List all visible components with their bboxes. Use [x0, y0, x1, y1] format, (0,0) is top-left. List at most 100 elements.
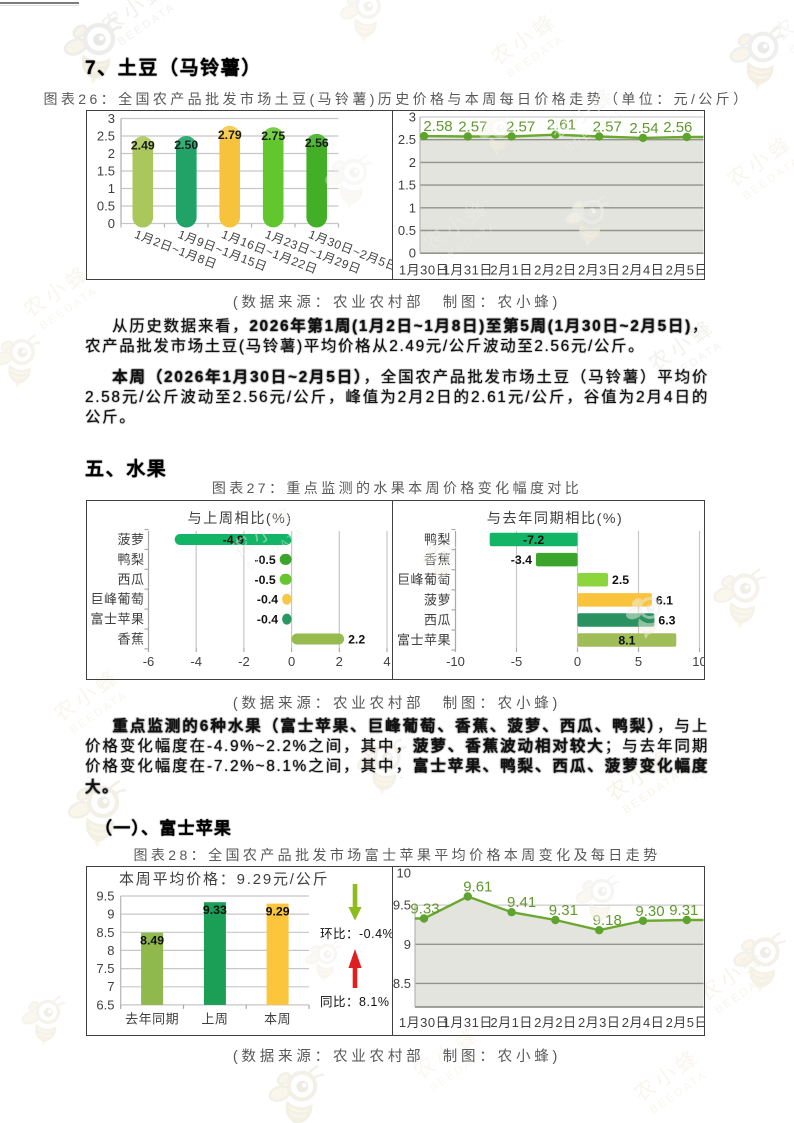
svg-text:2.5: 2.5: [97, 129, 115, 144]
svg-text:1: 1: [108, 181, 115, 196]
svg-text:2月3日: 2月3日: [578, 1015, 620, 1030]
svg-text:2月1日: 2月1日: [490, 263, 532, 278]
svg-text:6.1: 6.1: [656, 593, 673, 607]
svg-text:巨峰葡萄: 巨峰葡萄: [90, 592, 144, 607]
svg-text:2.79: 2.79: [218, 128, 242, 142]
svg-text:1.5: 1.5: [398, 178, 416, 193]
svg-text:0: 0: [574, 654, 581, 669]
svg-text:本周平均价格：9.29元/公斤: 本周平均价格：9.29元/公斤: [119, 871, 329, 888]
svg-text:2月1日: 2月1日: [490, 1015, 532, 1030]
svg-text:2.2: 2.2: [348, 633, 365, 647]
svg-text:环比：-0.4%: 环比：-0.4%: [320, 927, 392, 941]
svg-text:-3.4: -3.4: [511, 553, 532, 567]
svg-text:-0.4: -0.4: [257, 613, 278, 627]
svg-text:1月30日: 1月30日: [399, 1015, 449, 1030]
svg-text:0: 0: [108, 216, 115, 231]
svg-text:2.50: 2.50: [174, 138, 198, 152]
svg-text:2月5日: 2月5日: [666, 1015, 705, 1030]
svg-text:9.33: 9.33: [410, 901, 439, 918]
svg-text:2月5日: 2月5日: [666, 263, 705, 278]
svg-text:9: 9: [107, 907, 114, 922]
svg-text:9.41: 9.41: [507, 894, 536, 911]
svg-text:2.57: 2.57: [506, 119, 535, 136]
svg-text:本周: 本周: [264, 1012, 291, 1027]
svg-text:3: 3: [108, 111, 115, 126]
svg-text:1: 1: [409, 200, 416, 215]
svg-text:2月2日: 2月2日: [534, 263, 576, 278]
svg-text:8.5: 8.5: [393, 976, 411, 991]
svg-text:9.31: 9.31: [549, 902, 578, 919]
svg-text:2.75: 2.75: [261, 129, 285, 143]
svg-text:同比：8.1%: 同比：8.1%: [320, 995, 390, 1009]
svg-text:菠萝: 菠萝: [117, 532, 144, 547]
svg-text:-2: -2: [238, 654, 250, 669]
svg-text:1月31日: 1月31日: [443, 263, 493, 278]
svg-text:2.5: 2.5: [612, 573, 629, 587]
svg-text:9: 9: [404, 937, 411, 952]
svg-text:西瓜: 西瓜: [424, 612, 451, 627]
svg-text:巨峰葡萄: 巨峰葡萄: [397, 572, 451, 587]
svg-text:0.5: 0.5: [97, 199, 115, 214]
svg-text:7.5: 7.5: [96, 961, 114, 976]
svg-text:6.3: 6.3: [658, 613, 675, 627]
svg-text:2月3日: 2月3日: [578, 263, 620, 278]
svg-text:1.5: 1.5: [97, 164, 115, 179]
svg-text:-10: -10: [446, 654, 465, 669]
svg-text:香蕉: 香蕉: [424, 552, 451, 567]
svg-text:8.1: 8.1: [618, 634, 635, 648]
svg-text:上周: 上周: [201, 1012, 228, 1027]
svg-text:-0.4: -0.4: [257, 593, 278, 607]
svg-text:10: 10: [397, 866, 411, 881]
svg-text:9.5: 9.5: [96, 889, 114, 904]
svg-text:0.5: 0.5: [398, 223, 416, 238]
svg-text:富士苹果: 富士苹果: [90, 612, 144, 627]
svg-text:-0.5: -0.5: [254, 553, 275, 567]
svg-text:3: 3: [409, 110, 416, 125]
svg-text:2月4日: 2月4日: [622, 263, 664, 278]
svg-text:鸭梨: 鸭梨: [424, 532, 451, 547]
svg-text:9.61: 9.61: [463, 879, 492, 896]
svg-text:与上周相比(%): 与上周相比(%): [187, 511, 292, 527]
svg-text:9.29: 9.29: [266, 905, 290, 919]
svg-text:7: 7: [107, 979, 114, 994]
svg-text:10: 10: [692, 654, 705, 669]
svg-text:4: 4: [383, 654, 390, 669]
svg-text:1月31日: 1月31日: [443, 1015, 493, 1030]
svg-text:2.56: 2.56: [305, 136, 329, 150]
svg-text:0: 0: [288, 654, 295, 669]
svg-text:2月4日: 2月4日: [622, 1015, 664, 1030]
svg-text:2.61: 2.61: [547, 117, 576, 134]
svg-text:-4: -4: [190, 654, 202, 669]
svg-text:8: 8: [107, 943, 114, 958]
svg-text:鸭梨: 鸭梨: [117, 552, 144, 567]
svg-text:香蕉: 香蕉: [117, 632, 144, 647]
svg-text:-7.2: -7.2: [523, 533, 544, 547]
svg-text:富士苹果: 富士苹果: [397, 633, 451, 648]
svg-text:2月2日: 2月2日: [534, 1015, 576, 1030]
svg-text:9.31: 9.31: [669, 902, 698, 919]
svg-text:9.30: 9.30: [635, 903, 664, 920]
svg-text:2.56: 2.56: [663, 119, 692, 136]
svg-text:2.5: 2.5: [398, 132, 416, 147]
svg-text:2.49: 2.49: [131, 138, 155, 152]
svg-text:1月30日: 1月30日: [399, 263, 449, 278]
svg-text:2: 2: [336, 654, 343, 669]
svg-text:5: 5: [635, 654, 642, 669]
svg-text:去年同期: 去年同期: [125, 1012, 179, 1027]
svg-text:-5: -5: [511, 654, 523, 669]
svg-text:9.18: 9.18: [593, 912, 622, 929]
svg-text:西瓜: 西瓜: [117, 572, 144, 587]
svg-text:-6: -6: [143, 654, 155, 669]
svg-text:-4.9: -4.9: [223, 533, 244, 547]
svg-text:9.33: 9.33: [203, 903, 227, 917]
svg-text:2.57: 2.57: [593, 119, 622, 136]
svg-text:2.58: 2.58: [423, 118, 452, 135]
svg-text:2: 2: [409, 155, 416, 170]
svg-text:2.57: 2.57: [458, 119, 487, 136]
svg-text:-0.5: -0.5: [254, 573, 275, 587]
svg-text:菠萝: 菠萝: [424, 592, 451, 607]
svg-text:与去年同期相比(%): 与去年同期相比(%): [487, 511, 623, 527]
svg-text:2: 2: [108, 146, 115, 161]
svg-text:2.54: 2.54: [629, 120, 658, 137]
svg-text:8.5: 8.5: [96, 925, 114, 940]
